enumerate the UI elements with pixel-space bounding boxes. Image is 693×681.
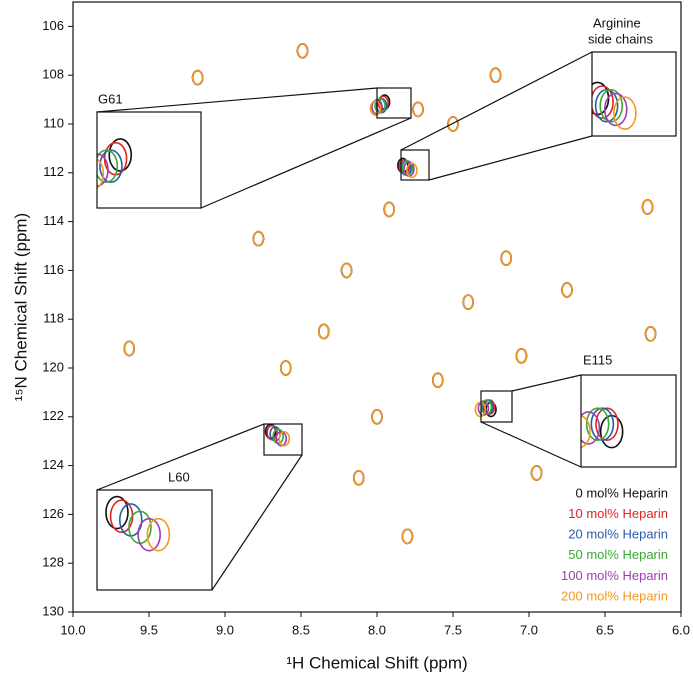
inset-box — [580, 374, 677, 468]
x-tick-label: 9.0 — [216, 622, 234, 637]
peak — [296, 42, 309, 59]
inset-peak — [594, 88, 619, 123]
inset-peaks — [105, 495, 171, 552]
inset-peaks — [97, 138, 133, 190]
inset-peak — [585, 407, 610, 441]
peak — [515, 347, 528, 364]
peak — [340, 262, 353, 279]
peak — [383, 201, 395, 218]
peak — [401, 528, 414, 545]
x-tick-label: 8.5 — [292, 622, 310, 637]
annotation: G61 — [98, 91, 123, 106]
inset-box — [96, 111, 202, 209]
annotation: side chains — [588, 31, 654, 46]
peak — [644, 326, 657, 342]
y-tick-label: 108 — [42, 67, 64, 82]
x-tick-label: 10.0 — [60, 622, 85, 637]
y-tick-label: 130 — [42, 603, 64, 618]
peak — [123, 340, 136, 357]
inset-peak — [105, 495, 129, 530]
source-box — [400, 149, 430, 181]
inset-peak — [599, 88, 624, 123]
inset-peak — [581, 415, 591, 449]
source-box — [480, 390, 513, 423]
inset-peak — [595, 407, 619, 441]
peak — [431, 372, 444, 389]
y-tick-label: 122 — [42, 408, 64, 423]
annotation: Arginine — [593, 15, 641, 30]
y-tick-label: 106 — [42, 18, 64, 33]
inset-peak — [99, 149, 123, 183]
peak — [530, 465, 543, 481]
legend-entry: 20 mol% Heparin — [568, 527, 668, 542]
x-tick-label: 9.5 — [140, 622, 158, 637]
inset-peak — [97, 149, 119, 183]
inset-peak — [97, 158, 105, 190]
annotation: L60 — [168, 469, 190, 484]
inset-peak — [581, 411, 601, 445]
peak — [352, 469, 365, 486]
peak — [371, 408, 383, 425]
source-box — [376, 87, 412, 119]
peak — [462, 294, 475, 310]
y-tick-label: 110 — [43, 115, 64, 130]
inset-peak — [137, 517, 161, 552]
peak-layer — [123, 42, 657, 545]
inset-box — [591, 51, 677, 137]
x-axis-title: ¹H Chemical Shift (ppm) — [286, 653, 467, 672]
inset-peak — [146, 517, 171, 552]
legend-entry: 0 mol% Heparin — [576, 485, 669, 500]
x-tick-label: 7.0 — [520, 622, 538, 637]
peak — [561, 282, 573, 298]
x-tick-label: 6.5 — [596, 622, 614, 637]
inset-box — [96, 489, 213, 591]
peak — [500, 250, 513, 267]
y-tick-label: 118 — [43, 311, 64, 326]
inset-peaks — [581, 407, 624, 449]
peak — [275, 430, 288, 447]
peak — [406, 162, 418, 179]
inset-bg — [97, 490, 212, 590]
peak — [278, 430, 291, 447]
y-tick-label: 124 — [42, 457, 64, 472]
peak — [279, 360, 292, 376]
annotation: E115 — [583, 352, 612, 367]
peak — [447, 116, 459, 132]
y-tick-label: 114 — [43, 213, 64, 228]
inset-bg — [97, 112, 201, 208]
peak — [412, 101, 424, 118]
y-axis-title: ¹⁵N Chemical Shift (ppm) — [11, 213, 30, 401]
peak — [317, 323, 330, 340]
insets — [96, 51, 677, 591]
zoom-lines — [96, 51, 593, 591]
x-tick-label: 6.0 — [672, 622, 690, 637]
inset-bg — [581, 375, 676, 467]
inset-peak — [108, 138, 133, 172]
x-tick-label: 7.5 — [444, 622, 462, 637]
inset-peak — [603, 92, 628, 127]
y-tick-label: 128 — [42, 555, 64, 570]
y-tick-label: 112 — [43, 164, 64, 179]
legend-entry: 10 mol% Heparin — [568, 506, 668, 521]
inset-peak — [592, 85, 614, 119]
legend-entry: 100 mol% Heparin — [561, 568, 668, 583]
legend-entry: 50 mol% Heparin — [568, 547, 668, 562]
peak — [369, 100, 382, 116]
source-box — [263, 423, 303, 456]
peak — [252, 230, 265, 247]
peak — [641, 199, 654, 215]
y-tick-label: 120 — [42, 359, 64, 374]
x-tick-label: 8.0 — [368, 622, 386, 637]
legend-entry: 200 mol% Heparin — [561, 588, 668, 603]
peak — [474, 401, 487, 418]
inset-peak — [97, 153, 109, 187]
y-tick-label: 116 — [43, 262, 64, 277]
inset-peak — [613, 96, 637, 130]
peak — [191, 69, 204, 86]
y-tick-label: 126 — [42, 506, 64, 521]
inset-peaks — [592, 81, 637, 130]
inset-peak — [590, 407, 615, 441]
peak — [489, 67, 502, 83]
